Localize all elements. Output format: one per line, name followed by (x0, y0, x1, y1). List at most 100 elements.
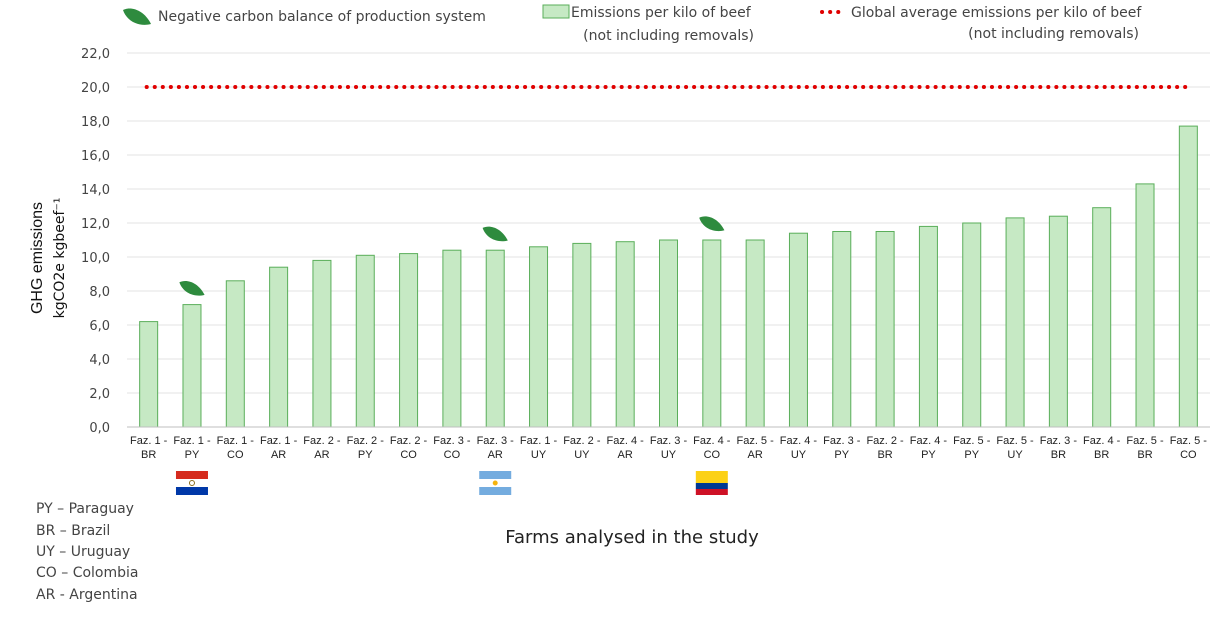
y-tick-label: 12,0 (81, 217, 110, 232)
leaf-icon (482, 226, 508, 242)
x-tick-label: Faz. 5 - BR (1126, 435, 1164, 461)
x-tick-label-line1: Faz. 3 - (433, 435, 471, 447)
x-tick-label-line2: CO (444, 449, 461, 461)
leaf-icon (699, 216, 725, 232)
x-tick-label-line1: Faz. 5 - (736, 435, 774, 447)
x-tick-label: Faz. 3 - AR (477, 435, 515, 461)
y-tick-label: 2,0 (89, 387, 110, 402)
x-tick-label: Faz. 5 - CO (1170, 435, 1208, 461)
x-tick-label-line2: AR (271, 449, 286, 461)
legend-label-emissions-line1: Emissions per kilo of beef (571, 5, 752, 21)
y-tick-label: 6,0 (89, 319, 110, 334)
x-tick-label-line1: Faz. 3 - (477, 435, 515, 447)
y-tick-label: 22,0 (81, 47, 110, 62)
x-tick-label-line2: BR (1137, 449, 1152, 461)
y-tick-label: 10,0 (81, 251, 110, 266)
country-key-py: PY – Paraguay (36, 501, 134, 517)
x-tick-label: Faz. 3 - BR (1040, 435, 1078, 461)
x-tick-label: Faz. 5 - UY (996, 435, 1034, 461)
bar (1048, 215, 1068, 428)
x-tick-label-line1: Faz. 4 - (910, 435, 948, 447)
flag-py-icon (175, 471, 208, 495)
x-tick-label-line1: Faz. 2 - (390, 435, 428, 447)
x-tick-label: Faz. 3 - UY (650, 435, 688, 461)
legend-item-global-average: Global average emissions per kilo of bee… (820, 5, 1142, 42)
x-tick-label: Faz. 2 - CO (390, 435, 428, 461)
x-tick-label: Faz. 1 - UY (520, 435, 558, 461)
y-axis-label: GHG emissions (29, 202, 46, 314)
x-tick-label-line1: Faz. 1 - (217, 435, 255, 447)
x-tick-label-line2: PY (358, 449, 373, 461)
x-tick-label-line1: Faz. 4 - (693, 435, 731, 447)
x-tick-label-line2: CO (400, 449, 417, 461)
x-tick-label: Faz. 1 - BR (130, 435, 168, 461)
bar (269, 266, 289, 428)
bar (615, 241, 635, 428)
y-tick-label: 16,0 (81, 149, 110, 164)
bar (399, 253, 419, 428)
bar (312, 259, 332, 428)
bar (1178, 125, 1198, 428)
x-tick-label-line1: Faz. 3 - (650, 435, 688, 447)
bar (1005, 217, 1025, 428)
x-tick-label: Faz. 3 - PY (823, 435, 861, 461)
x-tick-label: Faz. 5 - PY (953, 435, 991, 461)
x-tick-label-line2: CO (704, 449, 721, 461)
country-key-ar: AR - Argentina (36, 587, 138, 603)
x-tick-label: Faz. 1 - AR (260, 435, 298, 461)
x-tick-label: Faz. 4 - CO (693, 435, 731, 461)
x-tick-label-line1: Faz. 4 - (780, 435, 818, 447)
bar (788, 232, 808, 428)
x-tick-label: Faz. 4 - BR (1083, 435, 1121, 461)
x-tick-label-line1: Faz. 2 - (303, 435, 341, 447)
x-tick-label-line1: Faz. 5 - (953, 435, 991, 447)
legend-label-emissions-line2: (not including removals) (583, 28, 754, 44)
x-tick-label-line2: AR (747, 449, 762, 461)
x-tick-label: Faz. 2 - PY (347, 435, 385, 461)
y-axis-title: GHG emissions kgCO2e kgbeef⁻¹ (29, 198, 68, 319)
bar (442, 249, 462, 428)
x-tick-label-line2: BR (1051, 449, 1066, 461)
x-tick-label-line1: Faz. 5 - (1170, 435, 1208, 447)
bar (702, 239, 722, 428)
x-axis-category-labels: Faz. 1 - BR Faz. 1 - PY Faz. 1 - CO Faz. 1 - AR… (130, 435, 1207, 461)
x-tick-label-line2: UY (661, 449, 677, 461)
y-tick-label: 0,0 (89, 421, 110, 436)
x-tick-label-line2: PY (834, 449, 849, 461)
x-tick-label: Faz. 4 - UY (780, 435, 818, 461)
bar (355, 254, 375, 428)
y-axis-unit-label: kgCO2e kgbeef⁻¹ (52, 198, 68, 319)
y-tick-label: 8,0 (89, 285, 110, 300)
bar (182, 304, 202, 428)
legend-item-negative-balance: Negative carbon balance of production sy… (123, 8, 486, 25)
x-tick-label-line2: UY (1007, 449, 1023, 461)
x-tick-label: Faz. 1 - CO (217, 435, 255, 461)
country-key-uy: UY – Uruguay (36, 544, 130, 560)
y-tick-label: 20,0 (81, 81, 110, 96)
x-tick-label-line1: Faz. 1 - (130, 435, 168, 447)
x-tick-label-line2: PY (921, 449, 936, 461)
y-tick-label: 18,0 (81, 115, 110, 130)
x-tick-label-line2: PY (185, 449, 200, 461)
country-key-co: CO – Colombia (36, 565, 138, 581)
x-tick-label: Faz. 5 - AR (736, 435, 774, 461)
bars (139, 125, 1198, 428)
x-tick-label-line2: BR (141, 449, 156, 461)
x-tick-label-line1: Faz. 3 - (823, 435, 861, 447)
bar (1135, 183, 1155, 428)
flag-co-icon (695, 471, 728, 495)
x-tick-label-line1: Faz. 1 - (520, 435, 558, 447)
x-tick-label-line1: Faz. 1 - (173, 435, 211, 447)
bar (485, 249, 505, 428)
x-tick-label: Faz. 4 - PY (910, 435, 948, 461)
x-tick-label-line2: AR (314, 449, 329, 461)
x-tick-label: Faz. 2 - BR (866, 435, 904, 461)
x-tick-label-line1: Faz. 1 - (260, 435, 298, 447)
bar (918, 225, 938, 428)
country-key: PY – Paraguay BR – Brazil UY – Uruguay C… (36, 501, 138, 603)
legend: Negative carbon balance of production sy… (123, 4, 1142, 44)
legend-label-global-line2: (not including removals) (968, 26, 1139, 42)
x-tick-label-line1: Faz. 5 - (996, 435, 1034, 447)
legend-item-emissions: Emissions per kilo of beef (not includin… (542, 4, 754, 44)
